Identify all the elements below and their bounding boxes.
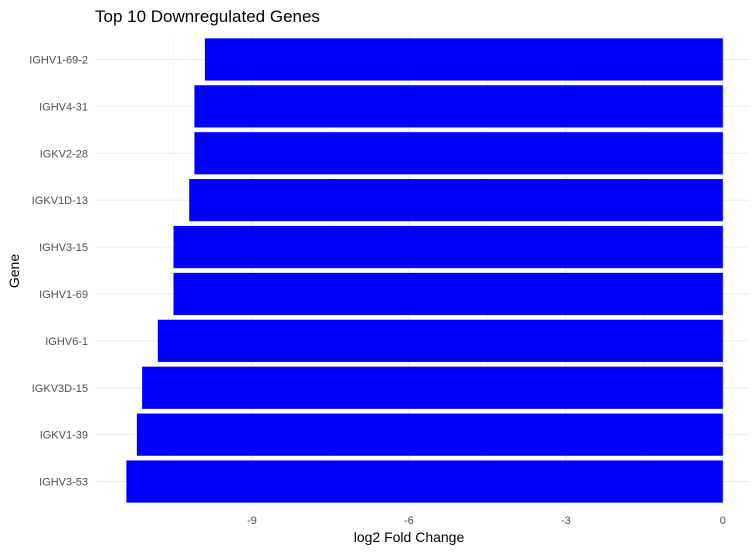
- bar-IGHV3-53: [126, 460, 723, 503]
- y-tick-label: IGHV6-1: [45, 336, 88, 348]
- y-tick-labels: IGHV3-53 IGKV1-39 IGKV3D-15 IGHV6-1 IGHV1-69…: [29, 54, 88, 488]
- y-tick-label: IGHV3-53: [39, 477, 88, 489]
- x-tick-label: -6: [404, 515, 414, 527]
- bar-IGHV3-15: [173, 225, 723, 269]
- y-tick-label: IGHV3-15: [39, 242, 88, 254]
- x-axis-title: log2 Fold Change: [354, 529, 465, 545]
- bar-IGHV4-31: [194, 85, 723, 128]
- y-tick-label: IGKV3D-15: [32, 383, 88, 395]
- bar-IGHV1-69: [173, 272, 723, 316]
- bar-IGHV1-69-2: [204, 38, 723, 81]
- bars: [126, 38, 723, 503]
- bar-IGKV1D-13: [189, 179, 723, 222]
- y-tick-label: IGHV1-69: [39, 289, 88, 301]
- bar-IGKV3D-15: [142, 366, 723, 409]
- y-tick-label: IGHV4-31: [39, 101, 88, 113]
- chart-title: Top 10 Downregulated Genes: [95, 7, 320, 26]
- y-axis-title: Gene: [6, 254, 22, 288]
- x-tick-label: -3: [561, 515, 571, 527]
- y-tick-label: IGKV2-28: [40, 148, 88, 160]
- bar-IGKV1-39: [136, 413, 723, 456]
- y-tick-label: IGKV1D-13: [32, 195, 88, 207]
- bar-IGHV6-1: [157, 319, 723, 362]
- x-tick-label: 0: [720, 515, 726, 527]
- x-tick-labels: -9 -6 -3 0: [247, 515, 726, 527]
- bar-IGKV2-28: [194, 132, 723, 175]
- y-tick-label: IGHV1-69-2: [29, 54, 88, 66]
- y-tick-label: IGKV1-39: [40, 430, 88, 442]
- x-tick-label: -9: [247, 515, 257, 527]
